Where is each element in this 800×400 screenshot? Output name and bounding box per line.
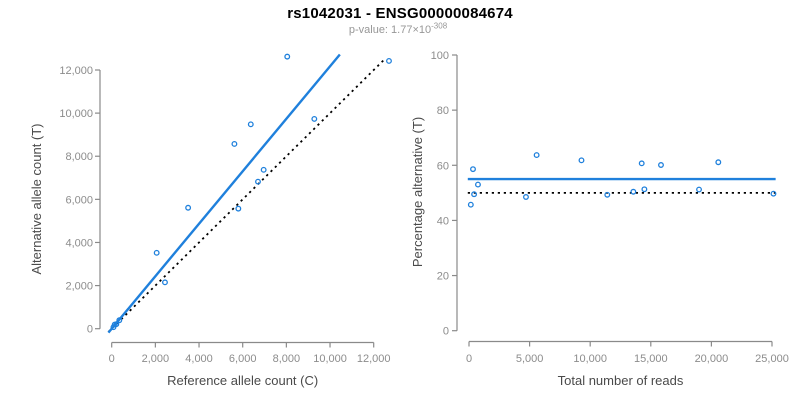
- y-tick-label: 60: [437, 160, 449, 172]
- y-tick-label: 10,000: [59, 108, 93, 120]
- y-tick-label: 2,000: [65, 281, 93, 293]
- data-point: [630, 188, 637, 195]
- x-tick-label: 10,000: [313, 353, 347, 365]
- x-tick-label: 25,000: [755, 353, 789, 365]
- data-point: [523, 194, 529, 200]
- y-tick-label: 6,000: [65, 194, 93, 206]
- data-point: [185, 204, 192, 211]
- data-point: [260, 166, 267, 173]
- y-tick-label: 0: [443, 326, 449, 338]
- x-tick-label: 2,000: [142, 353, 170, 365]
- x-tick-label: 0: [109, 353, 115, 365]
- pvalue-text: p-value: 1.77×10: [348, 24, 432, 36]
- data-point: [235, 205, 242, 212]
- x-tick-label: 12,000: [357, 353, 391, 365]
- data-point: [638, 160, 645, 167]
- data-point: [247, 121, 254, 128]
- data-point: [715, 159, 722, 166]
- y-tick-label: 12,000: [59, 65, 93, 77]
- y-tick-label: 8,000: [65, 151, 93, 163]
- data-point: [386, 57, 392, 64]
- y-tick-label: 40: [437, 215, 449, 227]
- data-point: [641, 186, 648, 193]
- data-point: [770, 190, 777, 197]
- x-tick-label: 8,000: [273, 353, 301, 365]
- data-point: [578, 157, 585, 164]
- data-point: [162, 279, 168, 286]
- data-point: [255, 178, 261, 185]
- pvalue-subtitle: p-value: 1.77×10-308: [0, 21, 796, 36]
- data-point: [533, 152, 540, 159]
- fit-line: [107, 53, 341, 334]
- y-axis-label: Alternative allele count (T): [29, 123, 44, 274]
- plot-allele-counts: 0 2,000 4,000 6,000 8,000 10,000 12,000 0 2,000 4…: [29, 53, 392, 388]
- y-tick-label: 20: [437, 271, 449, 283]
- x-tick-label: 20,000: [695, 353, 729, 365]
- data-point: [116, 317, 123, 324]
- data-point: [153, 249, 160, 256]
- data-point: [311, 115, 318, 122]
- x-tick-label: 4,000: [185, 353, 213, 365]
- y-tick-label: 0: [87, 324, 93, 336]
- data-point: [696, 186, 702, 193]
- y-tick-label: 80: [437, 105, 449, 117]
- data-point: [658, 162, 664, 168]
- data-point: [284, 53, 291, 60]
- data-point: [471, 191, 478, 198]
- x-axis-label: Total number of reads: [558, 373, 684, 388]
- plot-percentage-vs-reads: 0 20 40 60 80 100 0 5,000 10,000 15,000 20,000 25,0…: [410, 50, 789, 388]
- y-tick-label: 4,000: [65, 237, 93, 249]
- x-axis-label: Reference allele count (C): [167, 373, 318, 388]
- y-tick-label: 100: [431, 50, 449, 62]
- data-point: [231, 140, 238, 147]
- pvalue-exponent: -308: [431, 21, 448, 31]
- identity-line: [107, 58, 386, 333]
- data-point: [470, 166, 476, 173]
- x-tick-label: 15,000: [634, 353, 668, 365]
- data-point: [113, 321, 120, 328]
- data-point: [467, 201, 474, 208]
- data-point: [604, 191, 611, 198]
- y-axis-label: Percentage alternative (T): [410, 117, 425, 267]
- x-tick-label: 0: [466, 353, 472, 365]
- data-point: [475, 181, 481, 188]
- x-tick-label: 6,000: [229, 353, 257, 365]
- x-tick-label: 5,000: [516, 353, 544, 365]
- x-tick-label: 10,000: [573, 353, 607, 365]
- figure-title: rs1042031 - ENSG00000084674: [287, 5, 513, 22]
